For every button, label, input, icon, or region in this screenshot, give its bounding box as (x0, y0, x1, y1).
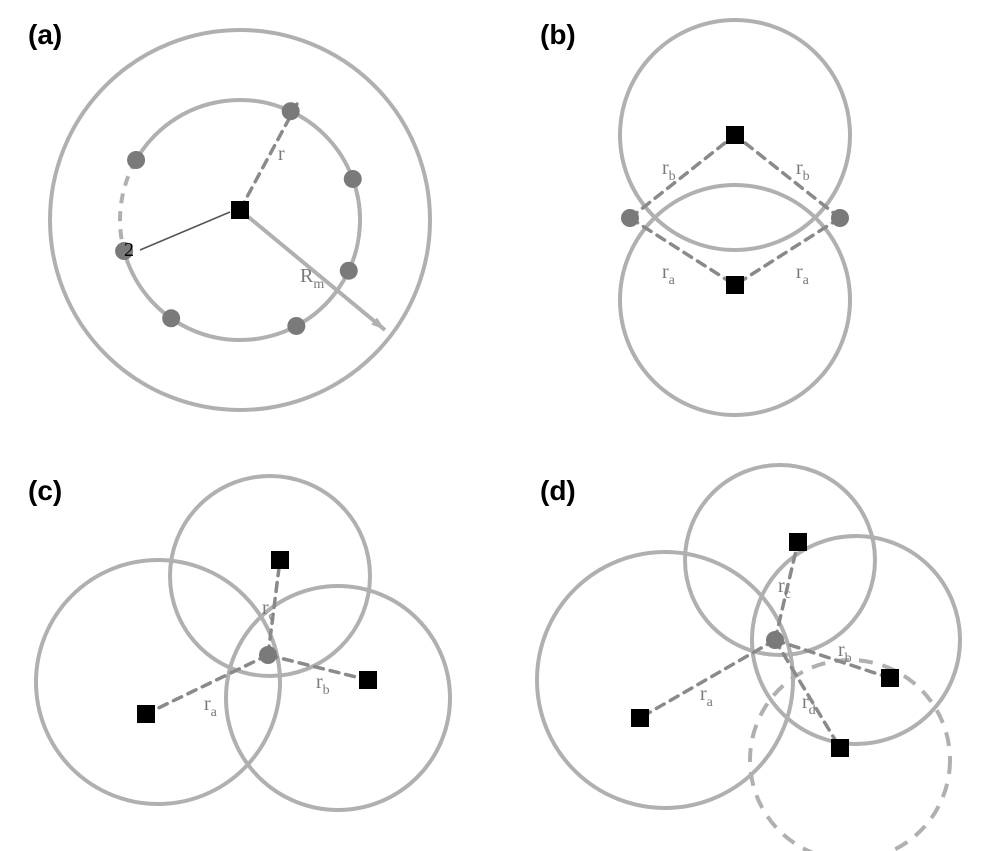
left-dot-b (621, 209, 639, 227)
panel-label-d: (d) (540, 475, 576, 506)
center-square-c (271, 551, 289, 569)
center-square-d (881, 669, 899, 687)
center-square-d (631, 709, 649, 727)
pointer-label-a: 2 (124, 239, 134, 261)
outer-circle-a (50, 30, 430, 410)
circle-d (537, 552, 793, 808)
panel-label-b: (b) (540, 19, 576, 50)
inner-dot-a (287, 317, 305, 335)
bottom-circle-b (620, 185, 850, 415)
circle-c (36, 560, 280, 804)
inner-circle-solid-a (124, 100, 360, 340)
inner-dot-a (127, 151, 145, 169)
inner-dot-a (344, 170, 362, 188)
ra-left-line (630, 218, 735, 285)
circle-c (226, 586, 450, 810)
rm-label-a: Rm (300, 265, 324, 292)
rb-left-label: rb (662, 157, 676, 184)
top-square-b (726, 126, 744, 144)
circle-d (750, 660, 950, 851)
rb-left-line (630, 135, 735, 218)
center-square-d (789, 533, 807, 551)
ra-left-label: ra (662, 261, 676, 288)
bottom-square-b (726, 276, 744, 294)
inner-circle-dashed-a (120, 160, 136, 251)
center-square-a (231, 201, 249, 219)
ra-right-label: ra (796, 261, 810, 288)
inner-dot-a (340, 262, 358, 280)
panel-label-c: (c) (28, 475, 62, 506)
panel-label-a: (a) (28, 19, 62, 50)
ra-label-d: ra (700, 683, 714, 710)
center-square-c (137, 705, 155, 723)
r-label-a: r (278, 143, 285, 165)
intersection-dot-d (766, 631, 784, 649)
diagram-canvas: (a)rRm2(b)rbrbrara(c)rarbrc(d)rarbrcrd (0, 0, 1000, 851)
rb-label-c: rb (316, 671, 330, 698)
center-square-c (359, 671, 377, 689)
center-square-d (831, 739, 849, 757)
right-dot-b (831, 209, 849, 227)
pointer-line-a (140, 212, 230, 250)
inner-dot-a (282, 102, 300, 120)
rb-right-label: rb (796, 157, 810, 184)
intersection-dot-c (259, 646, 277, 664)
rb-right-line (735, 135, 840, 218)
ra-right-line (735, 218, 840, 285)
inner-dot-a (162, 309, 180, 327)
ra-label-c: ra (204, 693, 218, 720)
